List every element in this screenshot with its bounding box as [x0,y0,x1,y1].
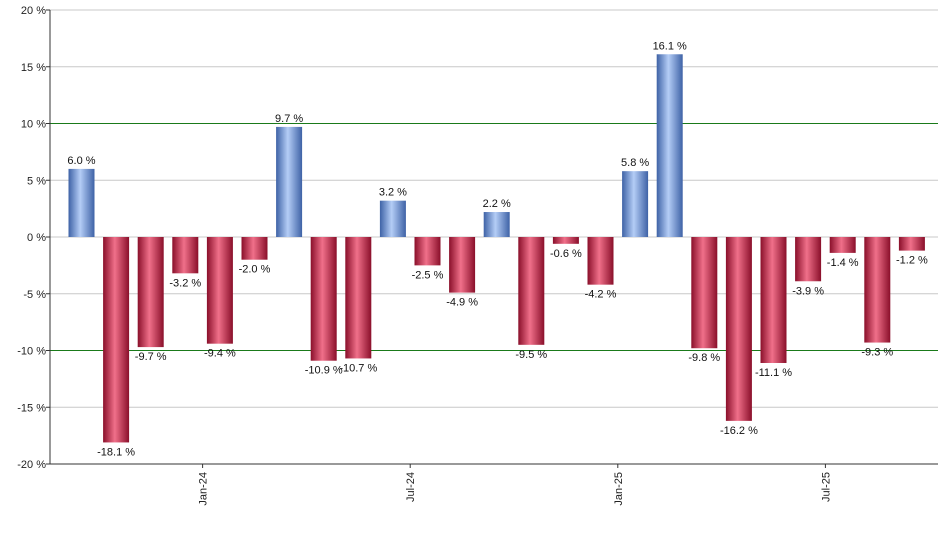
x-tick-label: Jan-24 [198,472,210,506]
bar-positive [379,200,406,237]
bar-negative [449,237,476,293]
y-tick-label: 15 % [21,62,46,74]
reference-lines [50,123,938,351]
bar-positive [622,171,649,237]
data-label: -9.7 % [135,351,167,363]
data-labels: 6.0 % -18.1 % -9.7 % -3.2 % -9.4 % -2.0 % 9.7 … [67,40,928,458]
bar-negative [864,237,891,343]
bar-negative [760,237,787,363]
data-label: 16.1 % [653,40,687,52]
y-tick-label: -10 % [17,346,46,358]
data-label: 9.7 % [275,113,303,125]
data-label: -3.2 % [169,277,201,289]
bar-positive [483,212,510,237]
y-tick-label: -5 % [23,289,46,301]
x-tick-label: Jan-25 [613,472,625,506]
bar-negative [137,237,164,348]
bar-negative [345,237,372,359]
bar-negative [241,237,268,260]
bar-positive [68,168,95,237]
axes: 20 % 15 % 10 % 5 % 0 % -5 % -10 % -15 % -20 % Jan… [17,5,938,506]
data-label: 6.0 % [67,155,95,167]
data-label: 3.2 % [379,187,407,199]
bar-negative [691,237,718,349]
data-label: -10.9 % [305,365,343,377]
bar-negative [725,237,752,421]
bar-negative [587,237,614,285]
data-label: -16.2 % [720,425,758,437]
bar-negative [310,237,337,361]
data-label: -9.3 % [861,347,893,359]
data-label: -9.5 % [515,349,547,361]
bar-negative [795,237,822,282]
y-tick-label: 5 % [27,175,46,187]
bar-negative [552,237,579,244]
data-label: -0.6 % [550,248,582,260]
data-label: -9.4 % [204,348,236,360]
x-tick-label: Jul-24 [405,472,417,502]
bar-negative [172,237,199,274]
data-label: 2.2 % [483,198,511,210]
data-label: -1.2 % [896,255,928,267]
data-label: -9.8 % [688,352,720,364]
data-label: -1.4 % [827,257,859,269]
data-label: -2.5 % [412,269,444,281]
y-tick-label: 20 % [21,5,46,17]
data-label: -3.9 % [792,285,824,297]
data-label: -11.1 % [755,367,792,379]
bar-negative [414,237,441,266]
data-label: -10.7 % [339,362,377,374]
bar-negative [518,237,545,345]
data-label: -4.2 % [585,289,617,301]
bar-negative [829,237,856,253]
bars [68,54,925,443]
y-tick-label: -15 % [17,402,46,414]
data-label: 5.8 % [621,157,649,169]
data-label: -4.9 % [446,297,478,309]
data-label: -18.1 % [97,446,135,458]
bar-positive [276,126,303,237]
y-tick-label: -20 % [17,459,46,471]
bar-negative [898,237,925,251]
bar-negative [103,237,130,443]
bar-positive [656,54,683,237]
data-label: -2.0 % [239,264,271,276]
y-tick-label: 0 % [27,232,46,244]
bar-negative [206,237,233,344]
x-tick-label: Jul-25 [820,472,832,502]
y-tick-label: 10 % [21,119,46,131]
